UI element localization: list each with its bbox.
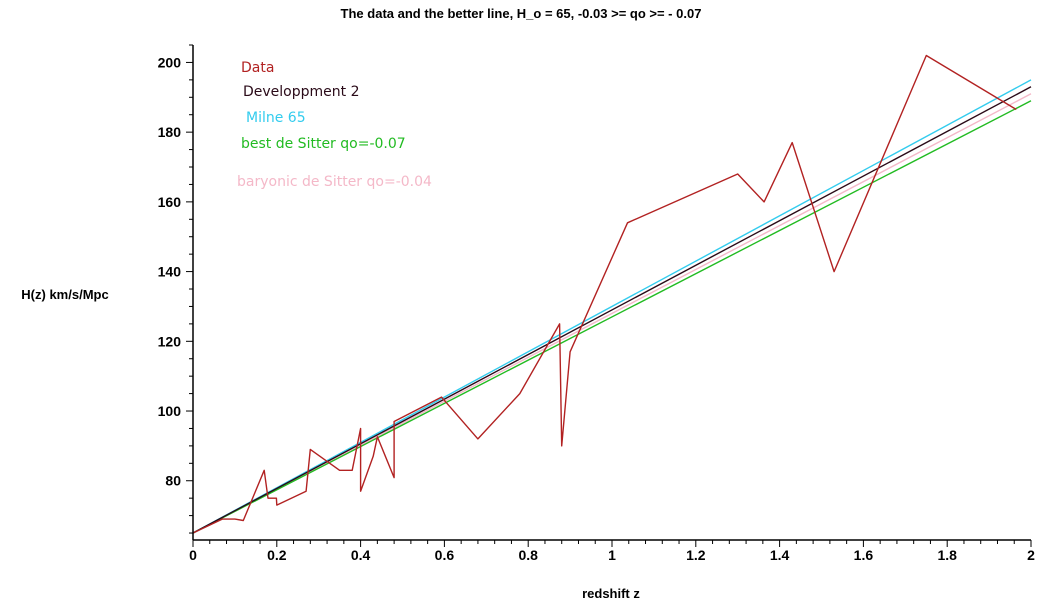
legend: Data Developpment 2 Milne 65 best de Sitter… [237, 60, 432, 190]
x-tick-label: 0.2 [267, 547, 287, 563]
series-line-best-de-sitter-qo-0-07 [192, 100, 1032, 534]
legend-entry-developpment-2: Developpment 2 [243, 84, 360, 100]
x-tick-label: 1.4 [770, 547, 790, 563]
series-line-developpment-2 [192, 86, 1032, 534]
legend-entry-data: Data [241, 60, 274, 76]
y-tick-label: 100 [158, 403, 182, 419]
x-tick-label: 1.2 [686, 547, 706, 563]
x-tick-label: 0.6 [435, 547, 455, 563]
series-line-baryonic-de-sitter-qo-0-04 [192, 93, 1032, 534]
x-tick-label: 0.8 [518, 547, 538, 563]
chart-title: The data and the better line, H_o = 65, … [341, 6, 702, 21]
series-line-data [192, 54, 1017, 534]
y-tick-label: 120 [158, 333, 182, 349]
x-tick-label: 1.6 [854, 547, 874, 563]
y-tick-label: 160 [158, 194, 182, 210]
legend-entry-milne-65: Milne 65 [246, 110, 306, 126]
x-tick-label: 1.8 [937, 547, 957, 563]
y-tick-label: 200 [158, 54, 182, 70]
plot-lines [192, 54, 1032, 534]
series-line-milne-65 [192, 79, 1032, 534]
x-tick-label: 0.4 [351, 547, 371, 563]
y-axis-label: H(z) km/s/Mpc [21, 287, 108, 302]
y-tick-label: 140 [158, 264, 182, 280]
x-tick-label: 0 [189, 547, 197, 563]
legend-entry-baryonic-de-sitter-qo-0-04: baryonic de Sitter qo=-0.04 [237, 174, 432, 190]
x-axis-label: redshift z [582, 586, 640, 601]
axes: 0 0.2 0.4 0.6 0.8 1 1.2 1.4 1.6 1.8 2 80 100 120 140 16… [158, 44, 1035, 563]
x-tick-label: 2 [1027, 547, 1035, 563]
legend-entry-best-de-sitter-qo-0-07: best de Sitter qo=-0.07 [241, 136, 406, 152]
y-tick-label: 180 [158, 124, 182, 140]
x-tick-label: 1 [608, 547, 616, 563]
y-tick-label: 80 [165, 473, 181, 489]
